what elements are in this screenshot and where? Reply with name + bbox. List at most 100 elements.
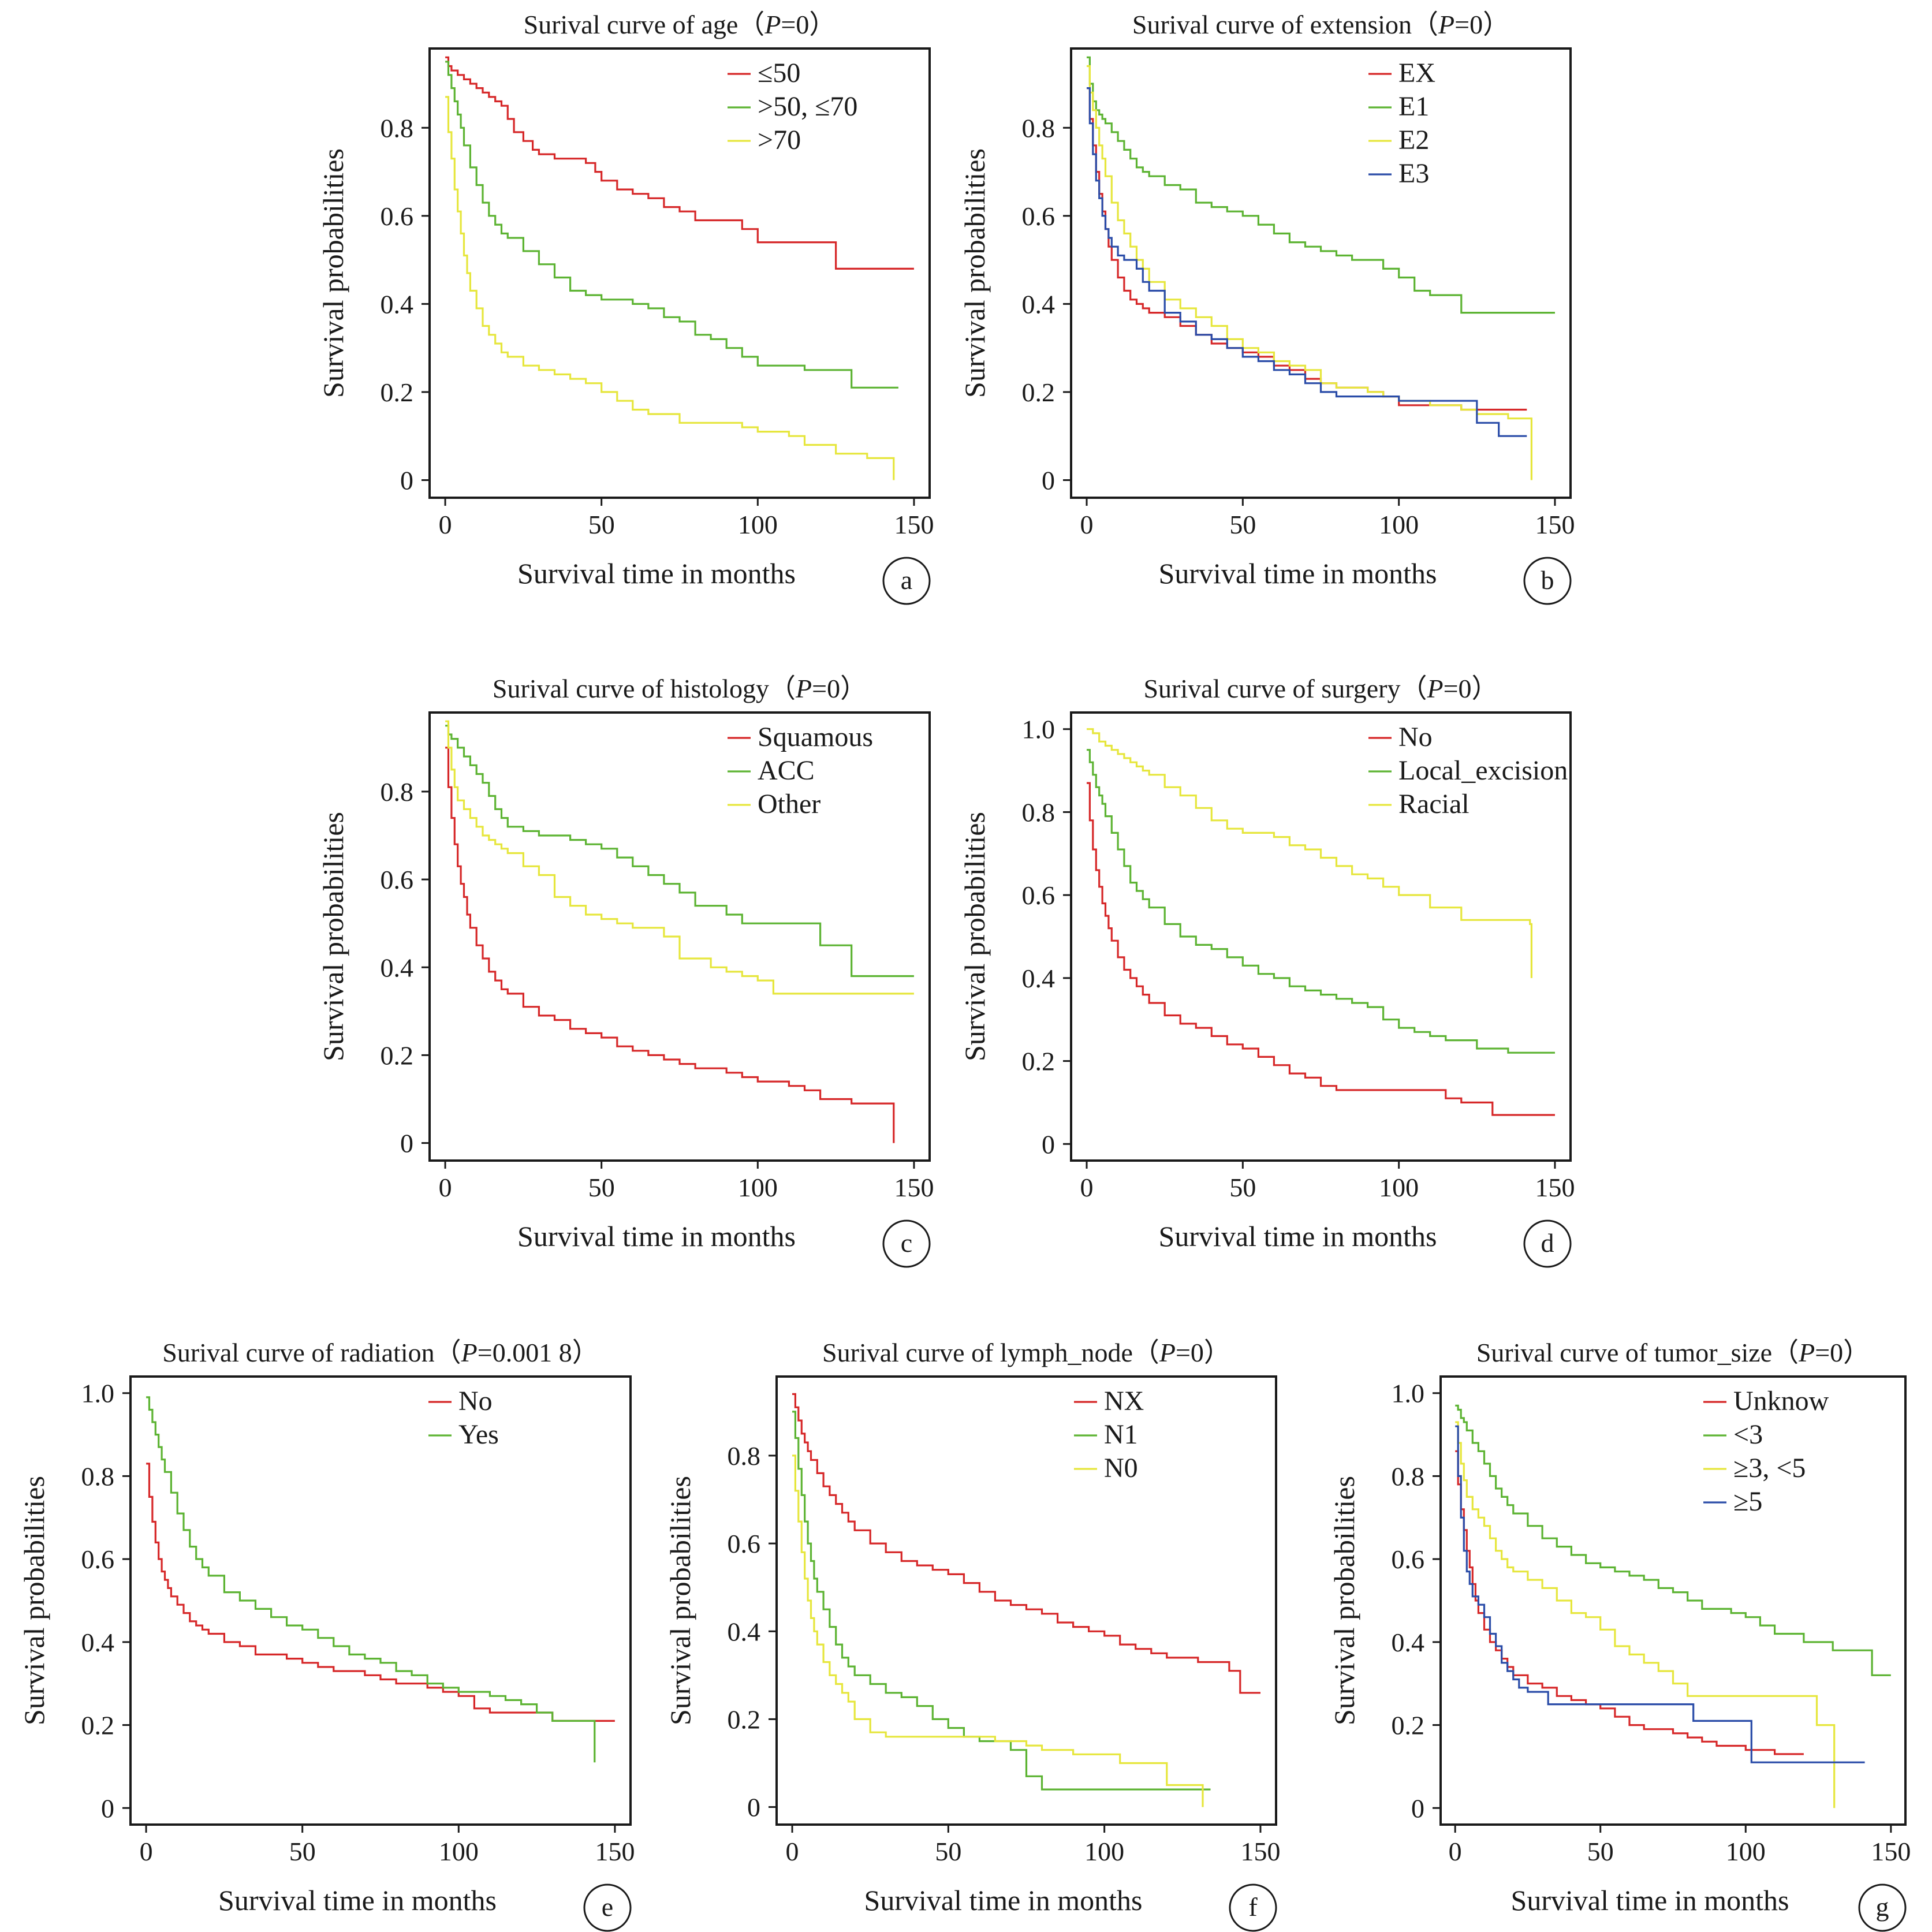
x-tick-label: 50 [935,1837,961,1866]
panel-tag: g [1876,1892,1889,1922]
series-line-1 [445,56,914,270]
y-tick-label: 0.8 [81,1461,115,1491]
y-tick-label: 0 [101,1793,114,1823]
panel-tag-circle [1523,1219,1572,1268]
x-tick-label: 150 [894,1173,934,1202]
y-tick-label: 0.4 [381,953,414,982]
x-tick-label: 150 [1240,1837,1280,1866]
chart-title: Surival curve of surgery（P=0） [1143,674,1498,703]
x-tick-label: 150 [595,1837,635,1866]
series-line-1 [146,1463,615,1722]
legend-label: ≥5 [1733,1486,1762,1517]
y-tick-label: 0.4 [1022,289,1055,319]
y-tick-label: 0.8 [381,777,414,807]
series-line-1 [1087,87,1527,411]
x-tick-label: 50 [588,510,615,539]
panel-tag-circle [1523,557,1572,605]
series-line-3 [445,720,914,995]
y-axis-label: Survival probabilities [18,1476,50,1725]
legend-label: E1 [1398,91,1429,122]
x-tick-label: 0 [140,1837,153,1866]
y-tick-label: 0.8 [1022,797,1055,827]
y-tick-label: 0.2 [381,378,414,407]
panel-d: Surival curve of surgery（P=0） 0 50 100 150 0 0… [958,674,1575,1268]
y-tick-label: 0.4 [1022,964,1055,993]
legend-label: Local_excision [1398,755,1568,786]
x-axis-label: Survival time in months [1159,557,1437,590]
plot-frame [1070,711,1572,1162]
y-tick-label: 0.2 [1022,378,1055,407]
y-tick-label: 0.8 [1392,1461,1425,1491]
series-line-1 [792,1393,1260,1694]
x-tick-label: 50 [1229,1173,1256,1202]
legend-label: EX [1398,58,1435,88]
series-line-3 [1087,728,1532,978]
chart-title: Surival curve of tumor_size（P=0） [1476,1338,1870,1367]
x-axis-label: Survival time in months [1159,1220,1437,1252]
panel-tag-circle [1229,1883,1277,1932]
legend-label: Squamous [758,722,873,752]
y-tick-label: 0 [400,465,413,495]
legend-label: ACC [758,755,815,786]
x-axis-label: Survival time in months [864,1884,1143,1916]
x-tick-label: 100 [1379,1173,1419,1202]
y-tick-label: 0.2 [381,1040,414,1070]
legend-label: ≤50 [758,58,800,88]
legend-label: >70 [758,125,801,155]
series-line-2 [445,725,914,978]
y-tick-label: 0.6 [1392,1545,1425,1574]
panel-f: Surival curve of lymph_node（P=0） 0 50 100 15… [664,1338,1280,1932]
legend-label: <3 [1733,1419,1763,1450]
panel-tag: f [1248,1892,1258,1922]
series-line-2 [1087,749,1555,1054]
panel-tag-circle [1858,1883,1907,1932]
panel-c: Surival curve of histology（P=0） 0 50 100 150… [317,674,934,1268]
y-tick-label: 0.8 [1022,113,1055,143]
chart-title: Surival curve of lymph_node（P=0） [822,1338,1230,1367]
panel-a: Surival curve of age（P=0） 0 50 100 150 0 0.2 0.… [317,10,934,605]
y-tick-label: 0.6 [381,202,414,231]
y-tick-label: 0 [1411,1793,1424,1823]
legend-label: >50, ≤70 [758,91,857,122]
x-tick-label: 50 [588,1173,615,1202]
y-tick-label: 0.6 [1022,881,1055,910]
y-tick-label: 0.2 [81,1711,115,1740]
y-tick-label: 0 [1042,1129,1055,1159]
x-tick-label: 0 [1080,1173,1094,1202]
y-tick-label: 0 [400,1129,413,1158]
chart-title: Surival curve of histology（P=0） [493,674,867,703]
x-tick-label: 150 [1871,1837,1911,1866]
plot-frame [428,711,931,1162]
y-axis-label: Survival probabilities [1328,1476,1360,1725]
x-axis-label: Survival time in months [517,557,796,590]
legend-label: Unknow [1733,1386,1829,1416]
y-tick-label: 0.6 [381,865,414,894]
x-tick-label: 100 [1084,1837,1124,1866]
plot-frame [1070,47,1572,499]
series-line-2 [1087,56,1555,314]
series-line-3 [1455,1421,1836,1808]
series-line-2 [146,1396,596,1763]
series-line-3 [792,1454,1204,1807]
series-line-1 [1087,782,1555,1116]
panel-tag: a [901,565,912,595]
legend-label: N0 [1104,1453,1138,1483]
y-tick-label: 0.4 [81,1628,115,1657]
panel-tag-circle [882,557,931,605]
legend-label: No [458,1386,493,1416]
x-tick-label: 100 [1379,510,1419,539]
x-tick-label: 100 [1726,1837,1766,1866]
panel-e: Surival curve of radiation（P=0.001 8） 0 50… [18,1338,635,1932]
series-line-3 [1087,65,1532,480]
legend-label: Other [758,789,820,819]
panel-tag-circle [583,1883,632,1932]
y-axis-label: Survival probabilities [664,1476,696,1725]
series-line-2 [1455,1404,1891,1676]
panel-tag: e [602,1892,613,1922]
legend-label: Yes [458,1419,499,1450]
plot-frame [129,1375,632,1826]
panel-tag: c [901,1228,912,1258]
x-tick-label: 50 [289,1837,316,1866]
panel-g: Surival curve of tumor_size（P=0） 0 50 100 15… [1328,1338,1911,1932]
